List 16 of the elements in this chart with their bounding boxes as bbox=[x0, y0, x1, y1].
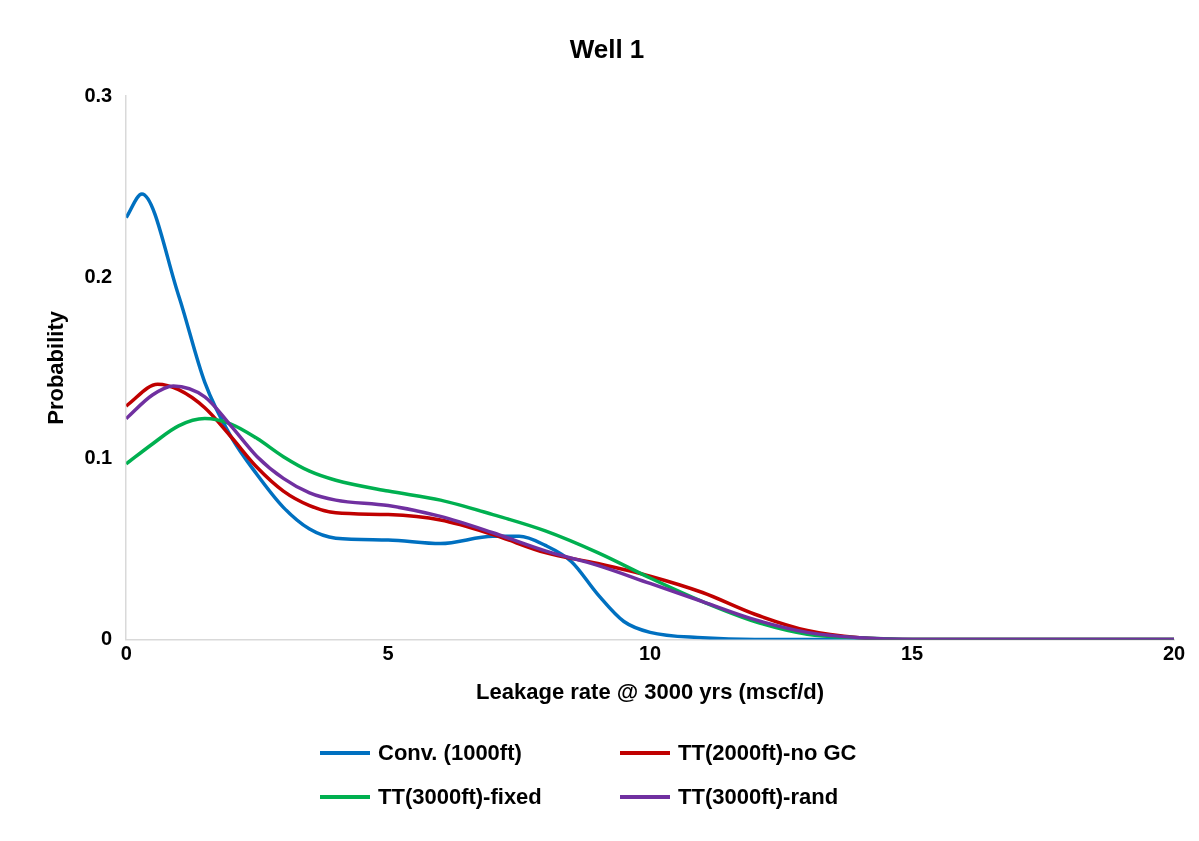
y-tick-label: 0.3 bbox=[84, 83, 113, 106]
y-tick-label: 0.2 bbox=[84, 264, 113, 287]
y-tick-label: 0 bbox=[101, 627, 113, 650]
legend-label: TT(2000ft)-no GC bbox=[678, 740, 857, 766]
x-tick-label: 10 bbox=[638, 642, 662, 665]
legend-label: TT(3000ft)-fixed bbox=[378, 784, 542, 810]
x-tick-label: 15 bbox=[900, 642, 924, 665]
legend-label: TT(3000ft)-rand bbox=[678, 784, 839, 810]
chart-title: Well 1 bbox=[569, 33, 645, 64]
y-tick-label: 0.1 bbox=[84, 445, 113, 468]
x-tick-label: 0 bbox=[120, 642, 132, 665]
x-tick-label: 20 bbox=[1162, 642, 1186, 665]
x-axis-title: Leakage rate @ 3000 yrs (mscf/d) bbox=[476, 678, 825, 704]
legend-label: Conv. (1000ft) bbox=[378, 740, 522, 766]
y-axis-title: Probability bbox=[43, 310, 69, 425]
x-tick-label: 5 bbox=[382, 642, 394, 665]
